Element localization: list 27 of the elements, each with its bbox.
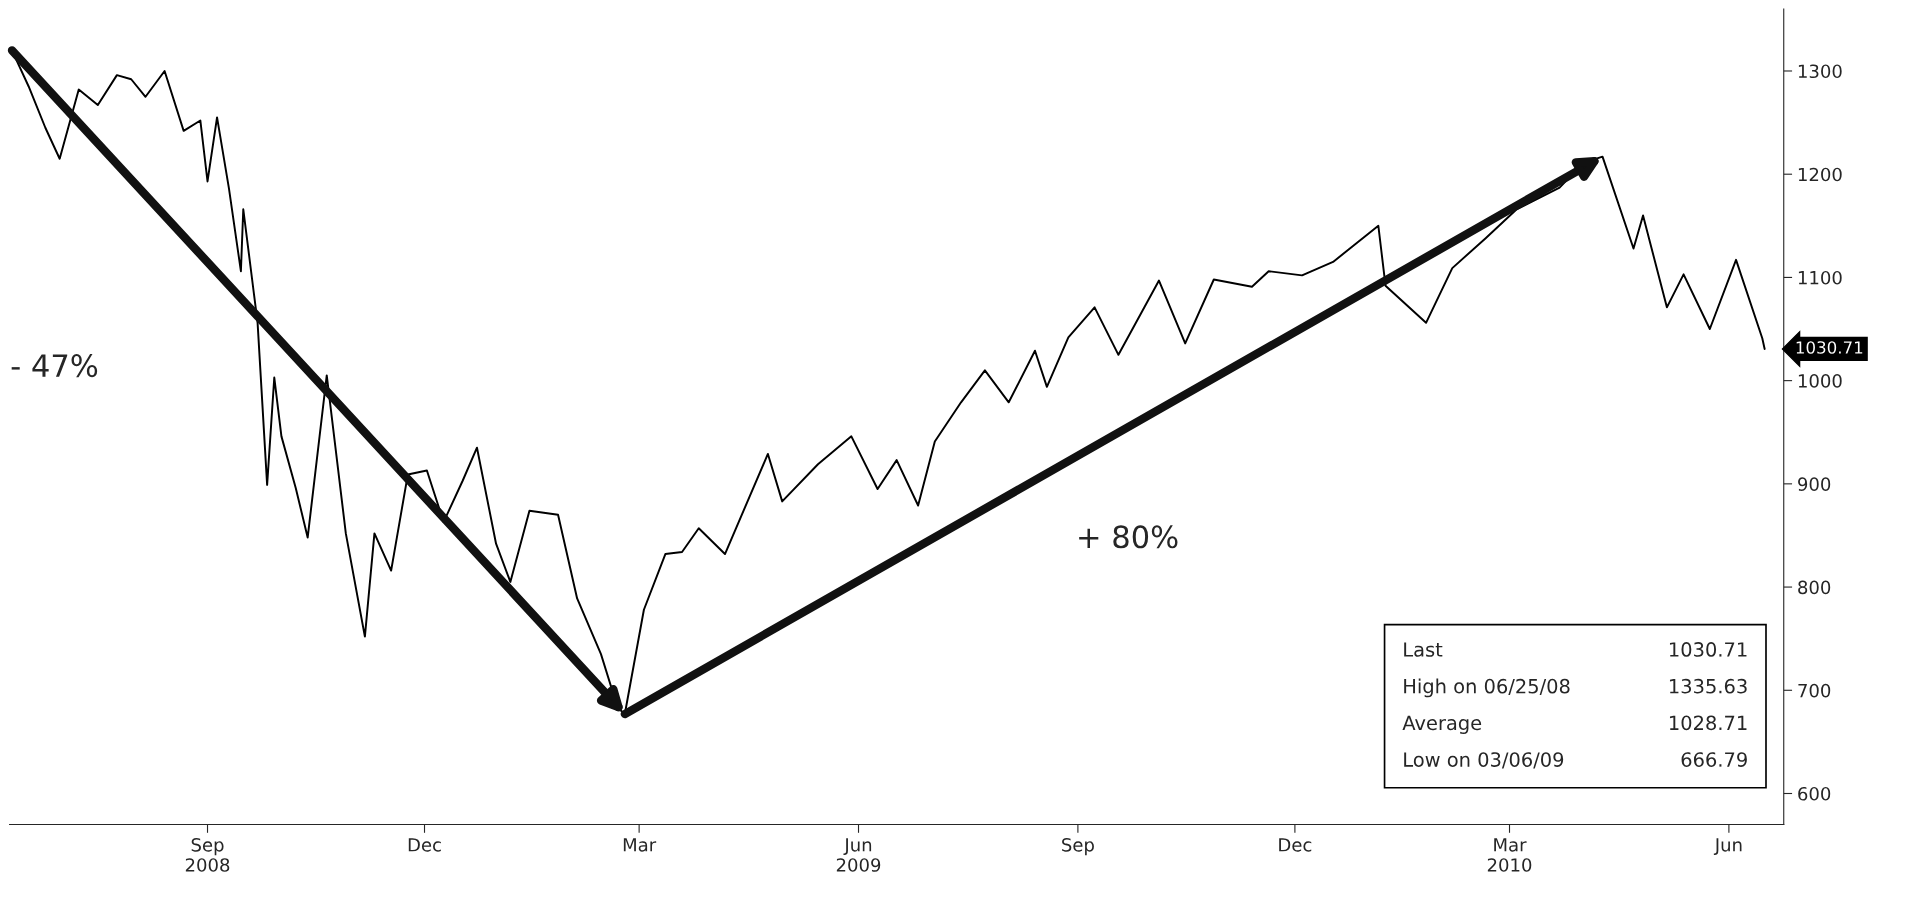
x-tick-label: Sep <box>1062 837 1094 856</box>
x-tick-label: Dec <box>408 838 441 852</box>
annotation: Low on 03/06/09 <box>1404 752 1564 769</box>
x-tick-label: Jun 2009 <box>836 838 881 872</box>
x-tick-label: Mar <box>623 838 657 852</box>
annotation: 1028.71 <box>1669 715 1747 731</box>
annotation: + 80% <box>1079 525 1178 549</box>
annotation: 1030.71 <box>1669 642 1747 657</box>
y-tick-label: 800 <box>1798 580 1831 595</box>
annotation: Last <box>1404 642 1443 657</box>
y-tick-label: 900 <box>1798 477 1831 491</box>
y-tick-label: 1200 <box>1798 167 1842 182</box>
y-tick-label: 700 <box>1798 683 1831 698</box>
annotation: High on 06/25/08 <box>1404 678 1570 698</box>
x-tick-label: Dec <box>1279 838 1312 852</box>
x-tick-label: Jun <box>1713 838 1742 855</box>
y-tick-label: 1100 <box>1798 270 1842 285</box>
annotation: 1030.71 <box>1796 341 1863 354</box>
annotation: 1335.63 <box>1669 678 1747 694</box>
y-tick-label: 1300 <box>1798 64 1842 79</box>
annotation: 666.79 <box>1681 752 1747 767</box>
annotation: Average <box>1402 715 1482 734</box>
x-tick-label: Mar 2010 <box>1487 838 1532 872</box>
y-tick-label: 600 <box>1798 786 1831 801</box>
x-tick-label: Sep 2008 <box>185 837 230 872</box>
y-tick-label: 1000 <box>1798 374 1842 388</box>
annotation: - 47% <box>11 354 98 378</box>
